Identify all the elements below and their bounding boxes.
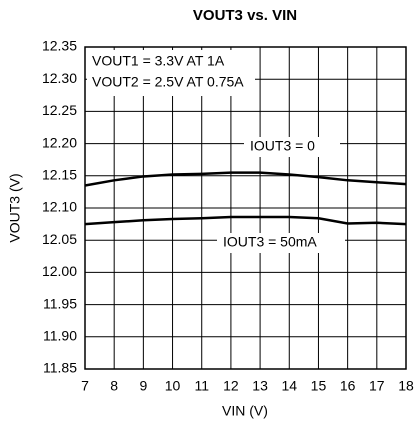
y-tick-label: 12.30	[42, 70, 77, 86]
y-tick-label: 12.00	[42, 263, 77, 279]
series-label: IOUT3 = 0	[250, 138, 315, 154]
x-tick-label: 14	[281, 378, 297, 394]
chart-title: VOUT3 vs. VIN	[193, 7, 297, 24]
x-tick-label: 12	[223, 378, 239, 394]
y-tick-label: 12.25	[42, 102, 77, 118]
x-tick-label: 17	[369, 378, 385, 394]
series-label: IOUT3 = 50mA	[223, 234, 317, 250]
y-tick-label: 11.85	[43, 360, 77, 376]
y-tick-label: 11.95	[43, 295, 77, 311]
y-tick-label: 12.10	[42, 199, 77, 215]
y-tick-label: 12.15	[42, 167, 77, 183]
annotation-box	[87, 50, 255, 96]
y-tick-label: 12.35	[42, 38, 77, 54]
series-label-bg	[217, 233, 345, 253]
series-label-bg	[244, 137, 340, 157]
x-tick-label: 13	[252, 378, 268, 394]
x-tick-label: 7	[81, 378, 89, 394]
x-tick-label: 10	[165, 378, 181, 394]
series-line	[84, 171, 407, 187]
x-tick-label: 18	[398, 378, 414, 394]
x-tick-label: 16	[340, 378, 356, 394]
x-tick-label: 15	[311, 378, 327, 394]
y-tick-label: 12.20	[42, 134, 77, 150]
annotation: VOUT2 = 2.5V AT 0.75A	[92, 74, 244, 90]
x-tick-label: 9	[139, 378, 147, 394]
y-tick-label: 12.05	[42, 231, 77, 247]
series-line	[84, 215, 407, 226]
x-tick-label: 11	[194, 378, 209, 394]
x-axis-label: VIN (V)	[222, 403, 268, 419]
annotation: VOUT1 = 3.3V AT 1A	[92, 53, 225, 69]
plot-frame	[84, 46, 407, 370]
y-axis-label: VOUT3 (V)	[7, 173, 23, 242]
y-tick-label: 11.90	[43, 328, 77, 344]
x-tick-label: 8	[110, 378, 118, 394]
